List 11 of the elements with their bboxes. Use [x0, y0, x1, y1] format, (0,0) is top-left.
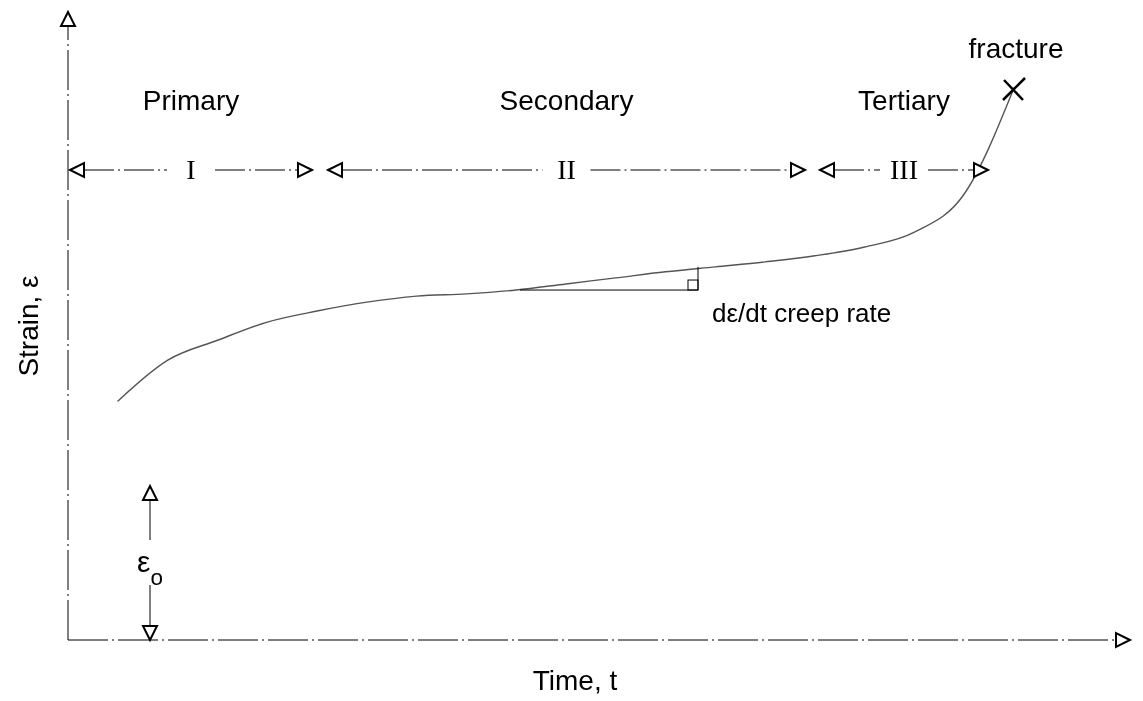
- annotation: Primary: [142, 85, 240, 116]
- annotation: Secondary: [499, 85, 634, 116]
- annotation: Tertiary: [858, 85, 950, 116]
- y-axis-title: Strain, ε: [13, 275, 44, 377]
- annotation: II: [557, 154, 576, 185]
- annotation: fracture: [968, 33, 1064, 64]
- annotation: III: [890, 154, 918, 185]
- annotation: I: [186, 154, 196, 185]
- x-axis-title: Time, t: [532, 665, 618, 696]
- annotation: ε$_{o}$: [137, 545, 163, 590]
- annotation: dε/dt creep rate: [712, 298, 892, 328]
